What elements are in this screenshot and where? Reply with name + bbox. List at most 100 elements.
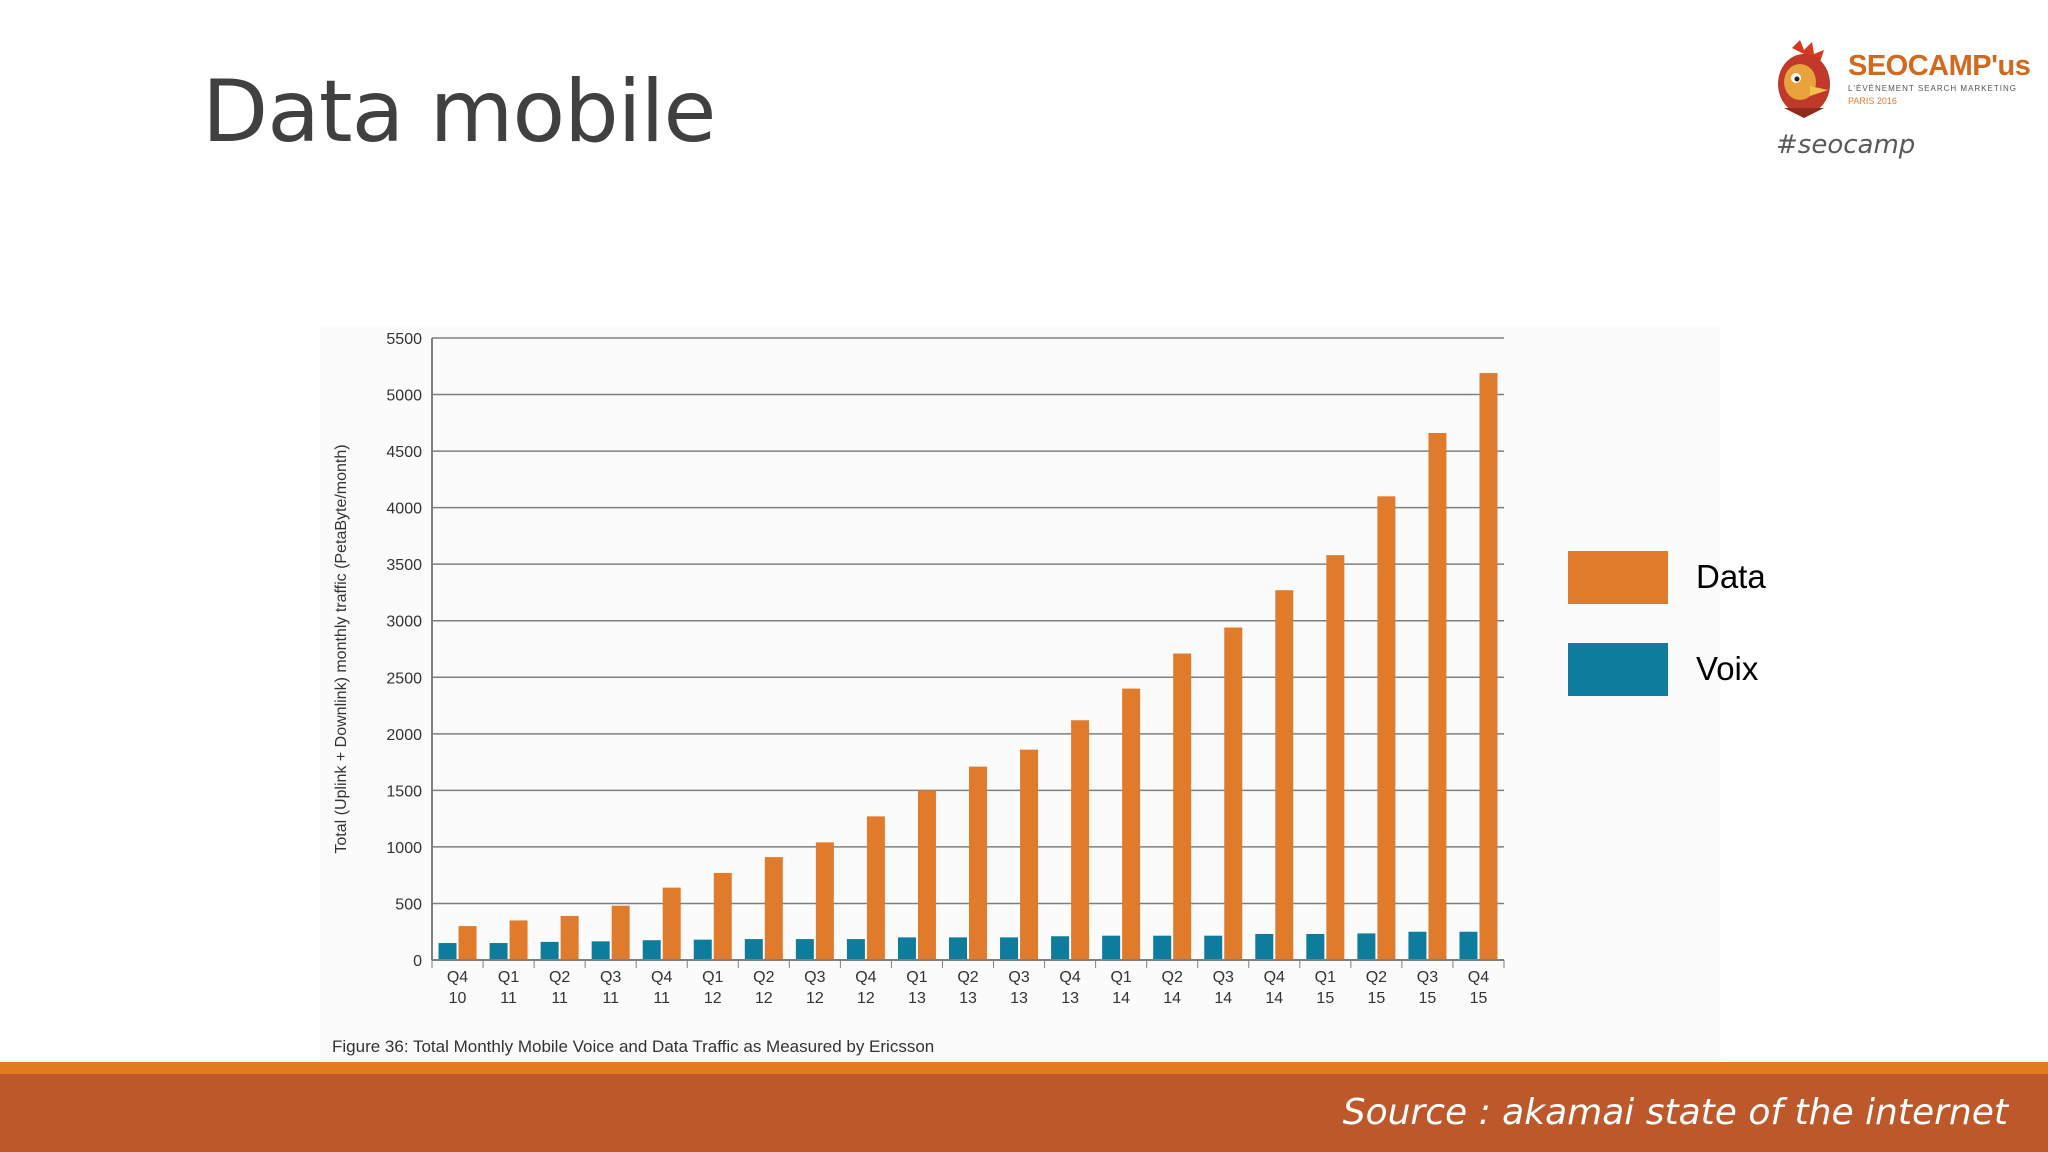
bar-voix [744,939,763,960]
x-tick-quarter: Q4 [1264,969,1285,986]
x-tick-quarter: Q3 [600,969,621,986]
y-tick-label: 2000 [386,727,422,744]
footer-accent-band [0,1062,2048,1074]
y-axis-label: Total (Uplink + Downlink) monthly traffi… [333,444,350,853]
bar-data [1377,496,1396,960]
x-tick-quarter: Q1 [498,969,519,986]
x-tick-year: 14 [1112,990,1130,1007]
hashtag: #seocamp [1776,130,1916,160]
bar-data [662,887,681,960]
x-tick-quarter: Q1 [1110,969,1131,986]
x-tick-quarter: Q1 [906,969,927,986]
x-tick-quarter: Q1 [702,969,723,986]
x-tick-year: 13 [959,990,977,1007]
bar-data [1326,555,1345,960]
bar-voix [846,939,865,960]
logo-tagline: L'ÉVÉNEMENT SEARCH MARKETING [1848,84,2017,93]
bar-voix [1408,931,1427,960]
x-tick-quarter: Q1 [1315,969,1336,986]
legend-item-data: Data [1568,548,1868,604]
bar-data [1122,688,1141,960]
bar-voix [438,943,457,960]
x-tick-year: 11 [602,990,619,1007]
bar-voix [949,937,967,960]
bar-data [1020,749,1039,960]
bar-data [917,790,936,960]
x-tick-quarter: Q2 [1366,969,1387,986]
bar-data [1479,373,1498,960]
legend-swatch-voix [1568,643,1668,696]
y-tick-label: 1500 [386,783,422,800]
bar-voix [642,940,661,960]
bar-data [866,816,885,960]
x-axis-ticks: Q4 10 Q1 11 Q2 11 Q3 11 Q4 11 Q1 12 Q2 12 Q3 12 Q4 12 Q1 13… [431,960,1505,1007]
x-tick-year: 14 [1214,990,1232,1007]
x-tick-quarter: Q3 [1417,969,1438,986]
seocamp-logo: SEOCAMP'us L'ÉVÉNEMENT SEARCH MARKETING … [1770,34,2031,124]
x-tick-year: 12 [704,990,722,1007]
y-tick-label: 2500 [386,670,422,687]
legend-label-voix: Voix [1696,650,1759,687]
y-tick-label: 500 [395,896,422,913]
x-tick-year: 14 [1265,990,1283,1007]
legend-label-data: Data [1696,558,1766,595]
x-tick-quarter: Q2 [957,969,978,986]
chart-caption: Figure 36: Total Monthly Mobile Voice an… [332,1037,934,1056]
x-tick-quarter: Q2 [753,969,774,986]
bar-voix [1000,937,1019,960]
x-tick-year: 13 [908,990,926,1007]
y-tick-label: 5500 [386,331,422,348]
bar-voix [1204,935,1223,960]
x-tick-year: 12 [857,990,875,1007]
y-tick-label: 4000 [386,501,422,518]
x-tick-quarter: Q4 [855,969,876,986]
slide-title: Data mobile [202,62,716,162]
x-tick-year: 14 [1163,990,1181,1007]
chart-bars [438,373,1498,961]
bar-data [1428,432,1447,961]
y-tick-label: 3000 [386,614,422,631]
traffic-bar-chart: 0 500 1000 1500 2000 2500 3000 3500 4000 4500 5000… [332,331,1505,1056]
y-tick-label: 0 [413,953,422,970]
x-tick-year: 11 [551,990,568,1007]
bar-data [815,842,834,960]
bar-voix [1102,935,1121,960]
x-tick-quarter: Q3 [1213,969,1234,986]
bar-voix [1306,933,1325,960]
bar-voix [795,939,814,960]
bar-voix [1357,933,1376,960]
x-tick-quarter: Q4 [447,969,468,986]
x-tick-year: 15 [1367,990,1385,1007]
x-tick-year: 11 [500,990,517,1007]
bar-data [713,872,732,960]
legend: Data Voix [1568,548,1868,732]
x-tick-year: 15 [1316,990,1334,1007]
bar-data [1071,720,1090,960]
bar-voix [489,943,508,960]
legend-swatch-data [1568,551,1668,604]
x-tick-year: 12 [755,990,773,1007]
y-tick-label: 5000 [386,388,422,405]
bar-data [1224,627,1243,960]
y-tick-label: 4500 [386,444,422,461]
footer-band [0,1074,2048,1152]
source-credit: Source : akamai state of the internet [1342,1092,2008,1133]
x-tick-year: 10 [449,990,467,1007]
bar-voix [1255,933,1274,960]
x-tick-quarter: Q3 [804,969,825,986]
bar-voix [540,941,559,960]
bar-voix [1459,931,1478,960]
bar-data [1275,590,1294,960]
x-tick-year: 13 [1061,990,1079,1007]
legend-item-voix: Voix [1568,640,1868,696]
y-tick-label: 1000 [386,840,422,857]
x-tick-quarter: Q4 [651,969,672,986]
bar-data [969,766,987,960]
bar-data [1173,653,1192,960]
bar-data [458,926,477,960]
bar-voix [1153,935,1172,960]
x-tick-quarter: Q4 [1468,969,1489,986]
x-tick-year: 12 [806,990,824,1007]
x-tick-quarter: Q2 [549,969,570,986]
logo-name: SEOCAMP'us [1848,50,2031,82]
